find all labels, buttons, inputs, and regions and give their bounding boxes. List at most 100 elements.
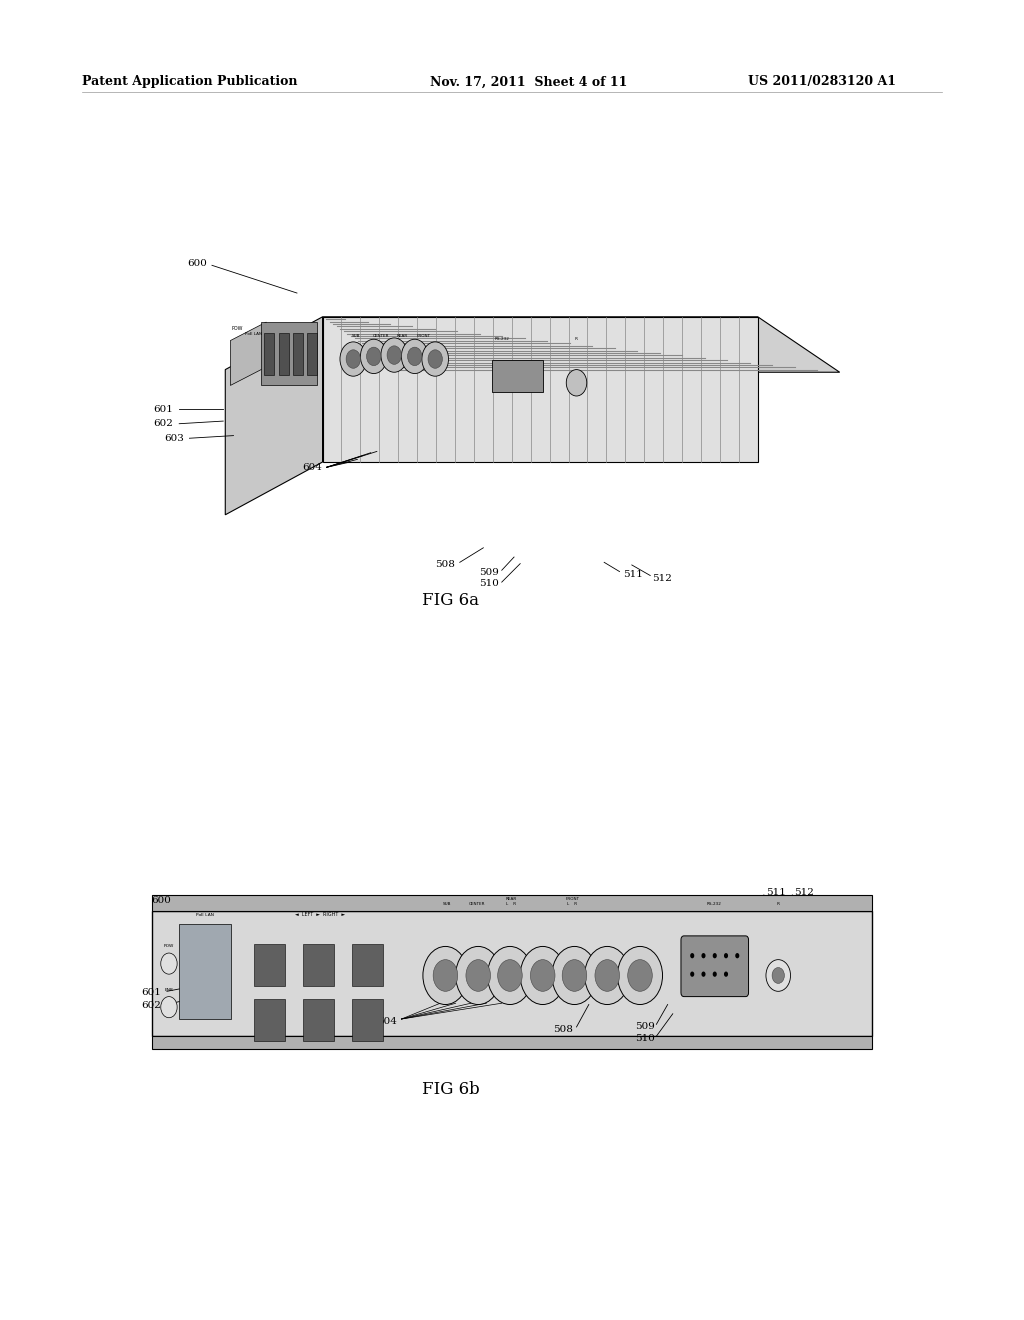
Text: IR: IR [776,902,780,906]
Circle shape [346,350,360,368]
Circle shape [735,953,739,958]
Circle shape [552,946,597,1005]
Text: 509: 509 [635,1023,654,1031]
Polygon shape [352,999,383,1041]
Polygon shape [152,911,872,1036]
Polygon shape [303,999,334,1041]
Circle shape [628,960,652,991]
Polygon shape [264,333,274,375]
Circle shape [161,997,177,1018]
Circle shape [340,342,367,376]
Polygon shape [152,1036,872,1049]
Text: 601: 601 [154,405,173,413]
Polygon shape [293,333,303,375]
Text: PoE LAN: PoE LAN [196,912,214,917]
Text: REAR
L    R: REAR L R [506,896,516,906]
Circle shape [562,960,587,991]
Text: 512: 512 [652,574,672,582]
Circle shape [422,342,449,376]
Text: Nov. 17, 2011  Sheet 4 of 11: Nov. 17, 2011 Sheet 4 of 11 [430,75,628,88]
Polygon shape [307,333,317,375]
Text: Patent Application Publication: Patent Application Publication [82,75,297,88]
Text: US 2011/0283120 A1: US 2011/0283120 A1 [748,75,896,88]
Text: 600: 600 [187,260,207,268]
Text: 508: 508 [553,1026,572,1034]
Circle shape [498,960,522,991]
Circle shape [423,946,468,1005]
Circle shape [387,346,401,364]
Text: 603: 603 [164,434,183,442]
Circle shape [772,968,784,983]
Polygon shape [352,944,383,986]
Circle shape [487,946,532,1005]
Text: 508: 508 [435,561,455,569]
Text: POW: POW [231,326,244,331]
Circle shape [161,953,177,974]
Circle shape [530,960,555,991]
Polygon shape [254,944,285,986]
Circle shape [595,960,620,991]
Text: CENTER: CENTER [373,334,389,338]
Text: 601: 601 [141,989,161,997]
Circle shape [701,953,706,958]
Text: 602: 602 [154,420,173,428]
Text: 604: 604 [302,463,322,471]
Polygon shape [152,895,872,911]
Polygon shape [261,322,317,385]
Polygon shape [225,317,323,515]
Polygon shape [230,322,266,385]
Circle shape [401,339,428,374]
Text: 603: 603 [184,1011,204,1019]
Text: FIG 6b: FIG 6b [422,1081,479,1097]
Circle shape [466,960,490,991]
Text: 511: 511 [766,888,785,896]
Circle shape [408,347,422,366]
Text: 510: 510 [479,579,499,587]
Text: 512: 512 [794,888,813,896]
Circle shape [360,339,387,374]
Text: 510: 510 [635,1035,654,1043]
Text: SUB: SUB [443,902,452,906]
Polygon shape [492,360,543,392]
Text: IR: IR [574,337,579,341]
Text: 509: 509 [479,569,499,577]
Circle shape [381,338,408,372]
Circle shape [456,946,501,1005]
Text: SUB: SUB [352,334,360,338]
Circle shape [520,946,565,1005]
Circle shape [766,960,791,991]
Circle shape [713,953,717,958]
Circle shape [701,972,706,977]
Polygon shape [323,317,758,462]
Circle shape [690,972,694,977]
Polygon shape [179,924,231,1019]
Circle shape [690,953,694,958]
Text: PoE LAN: PoE LAN [246,331,262,337]
Text: FIG 6a: FIG 6a [422,593,479,609]
Text: ENR: ENR [165,987,173,993]
Circle shape [566,370,587,396]
Polygon shape [254,999,285,1041]
Circle shape [585,946,630,1005]
Circle shape [433,960,458,991]
Text: POW: POW [164,944,174,949]
Polygon shape [279,333,289,375]
Text: CENTER: CENTER [469,902,485,906]
Text: FRONT
L    R: FRONT L R [565,896,580,906]
Circle shape [428,350,442,368]
Polygon shape [323,317,840,372]
Circle shape [367,347,381,366]
FancyBboxPatch shape [681,936,749,997]
Text: ◄  LEFT  ►  RIGHT  ►: ◄ LEFT ► RIGHT ► [296,912,345,917]
Text: RS-232: RS-232 [495,337,509,341]
Circle shape [724,972,728,977]
Text: 600: 600 [152,896,171,904]
Text: 511: 511 [623,570,642,578]
Circle shape [713,972,717,977]
Text: RS-232: RS-232 [707,902,721,906]
Text: REAR: REAR [397,334,408,338]
Circle shape [724,953,728,958]
Text: 602: 602 [141,1002,161,1010]
Text: FRONT: FRONT [417,334,431,338]
Circle shape [617,946,663,1005]
